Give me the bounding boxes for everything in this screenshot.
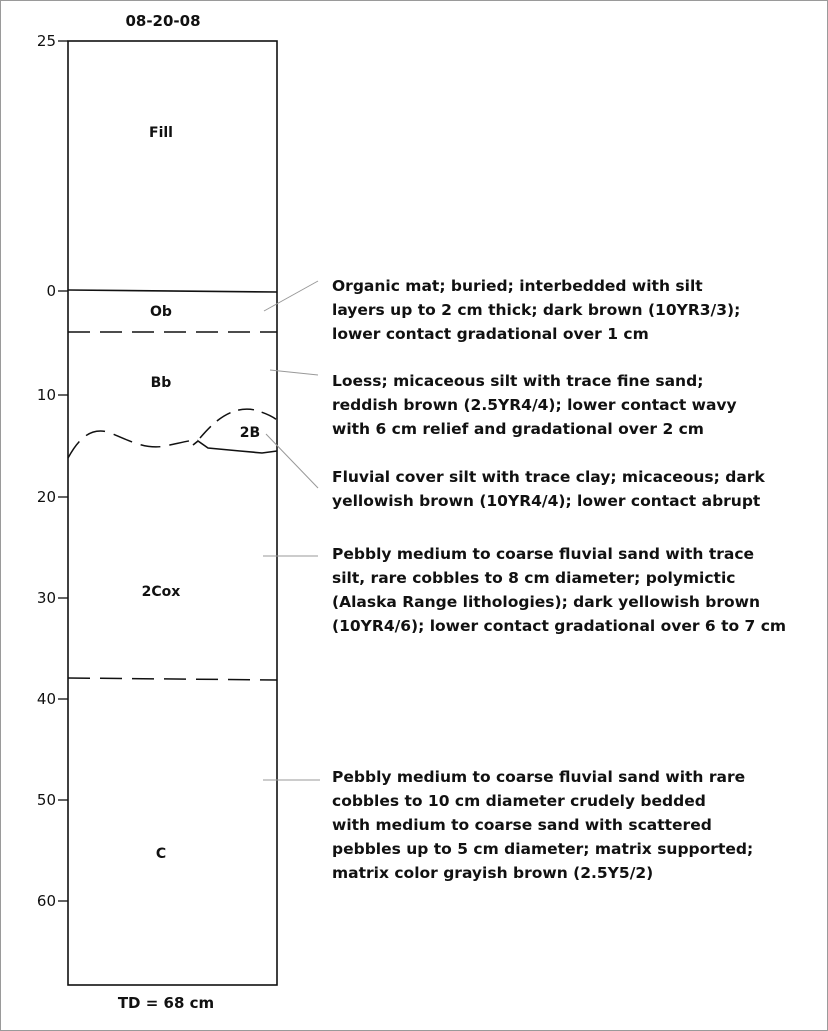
column-outline <box>67 40 278 986</box>
description-bb: Loess; micaceous silt with trace fine sa… <box>332 372 742 438</box>
unit-label-2cox: 2Cox <box>142 584 181 600</box>
tick-label: 0 <box>46 282 56 300</box>
tick-label: 60 <box>37 892 56 910</box>
tick-label: 10 <box>37 386 56 404</box>
description-2b: Fluvial cover silt with trace clay; mica… <box>332 468 770 510</box>
tick-label: 30 <box>37 589 56 607</box>
unit-label-2b: 2B <box>240 425 260 441</box>
contact-line-solid <box>67 289 278 293</box>
depth-axis: 25 0 10 20 30 40 50 60 <box>37 32 68 910</box>
total-depth-label: TD = 68 cm <box>118 994 214 1012</box>
tick-label: 20 <box>37 488 56 506</box>
description-ob: Organic mat; buried; interbedded with si… <box>332 277 746 343</box>
tick-label: 50 <box>37 791 56 809</box>
contact-line-wavy <box>199 408 278 439</box>
description-2cox: Pebbly medium to coarse fluvial sand wit… <box>332 545 786 635</box>
diagram-title: 08-20-08 <box>125 12 200 30</box>
contact-line-gradational <box>67 677 278 681</box>
unit-label-bb: Bb <box>151 375 172 391</box>
unit-label-fill: Fill <box>149 125 173 141</box>
contact-line-abrupt <box>192 440 278 454</box>
leader-line <box>263 280 319 312</box>
tick-label: 25 <box>37 32 56 50</box>
leader-line <box>265 433 319 489</box>
tick-label: 40 <box>37 690 56 708</box>
contact-line-wavy <box>67 430 199 459</box>
unit-label-ob: Ob <box>150 304 172 320</box>
leader-line <box>269 369 319 376</box>
description-c: Pebbly medium to coarse fluvial sand wit… <box>332 768 759 882</box>
unit-label-c: C <box>156 846 166 862</box>
